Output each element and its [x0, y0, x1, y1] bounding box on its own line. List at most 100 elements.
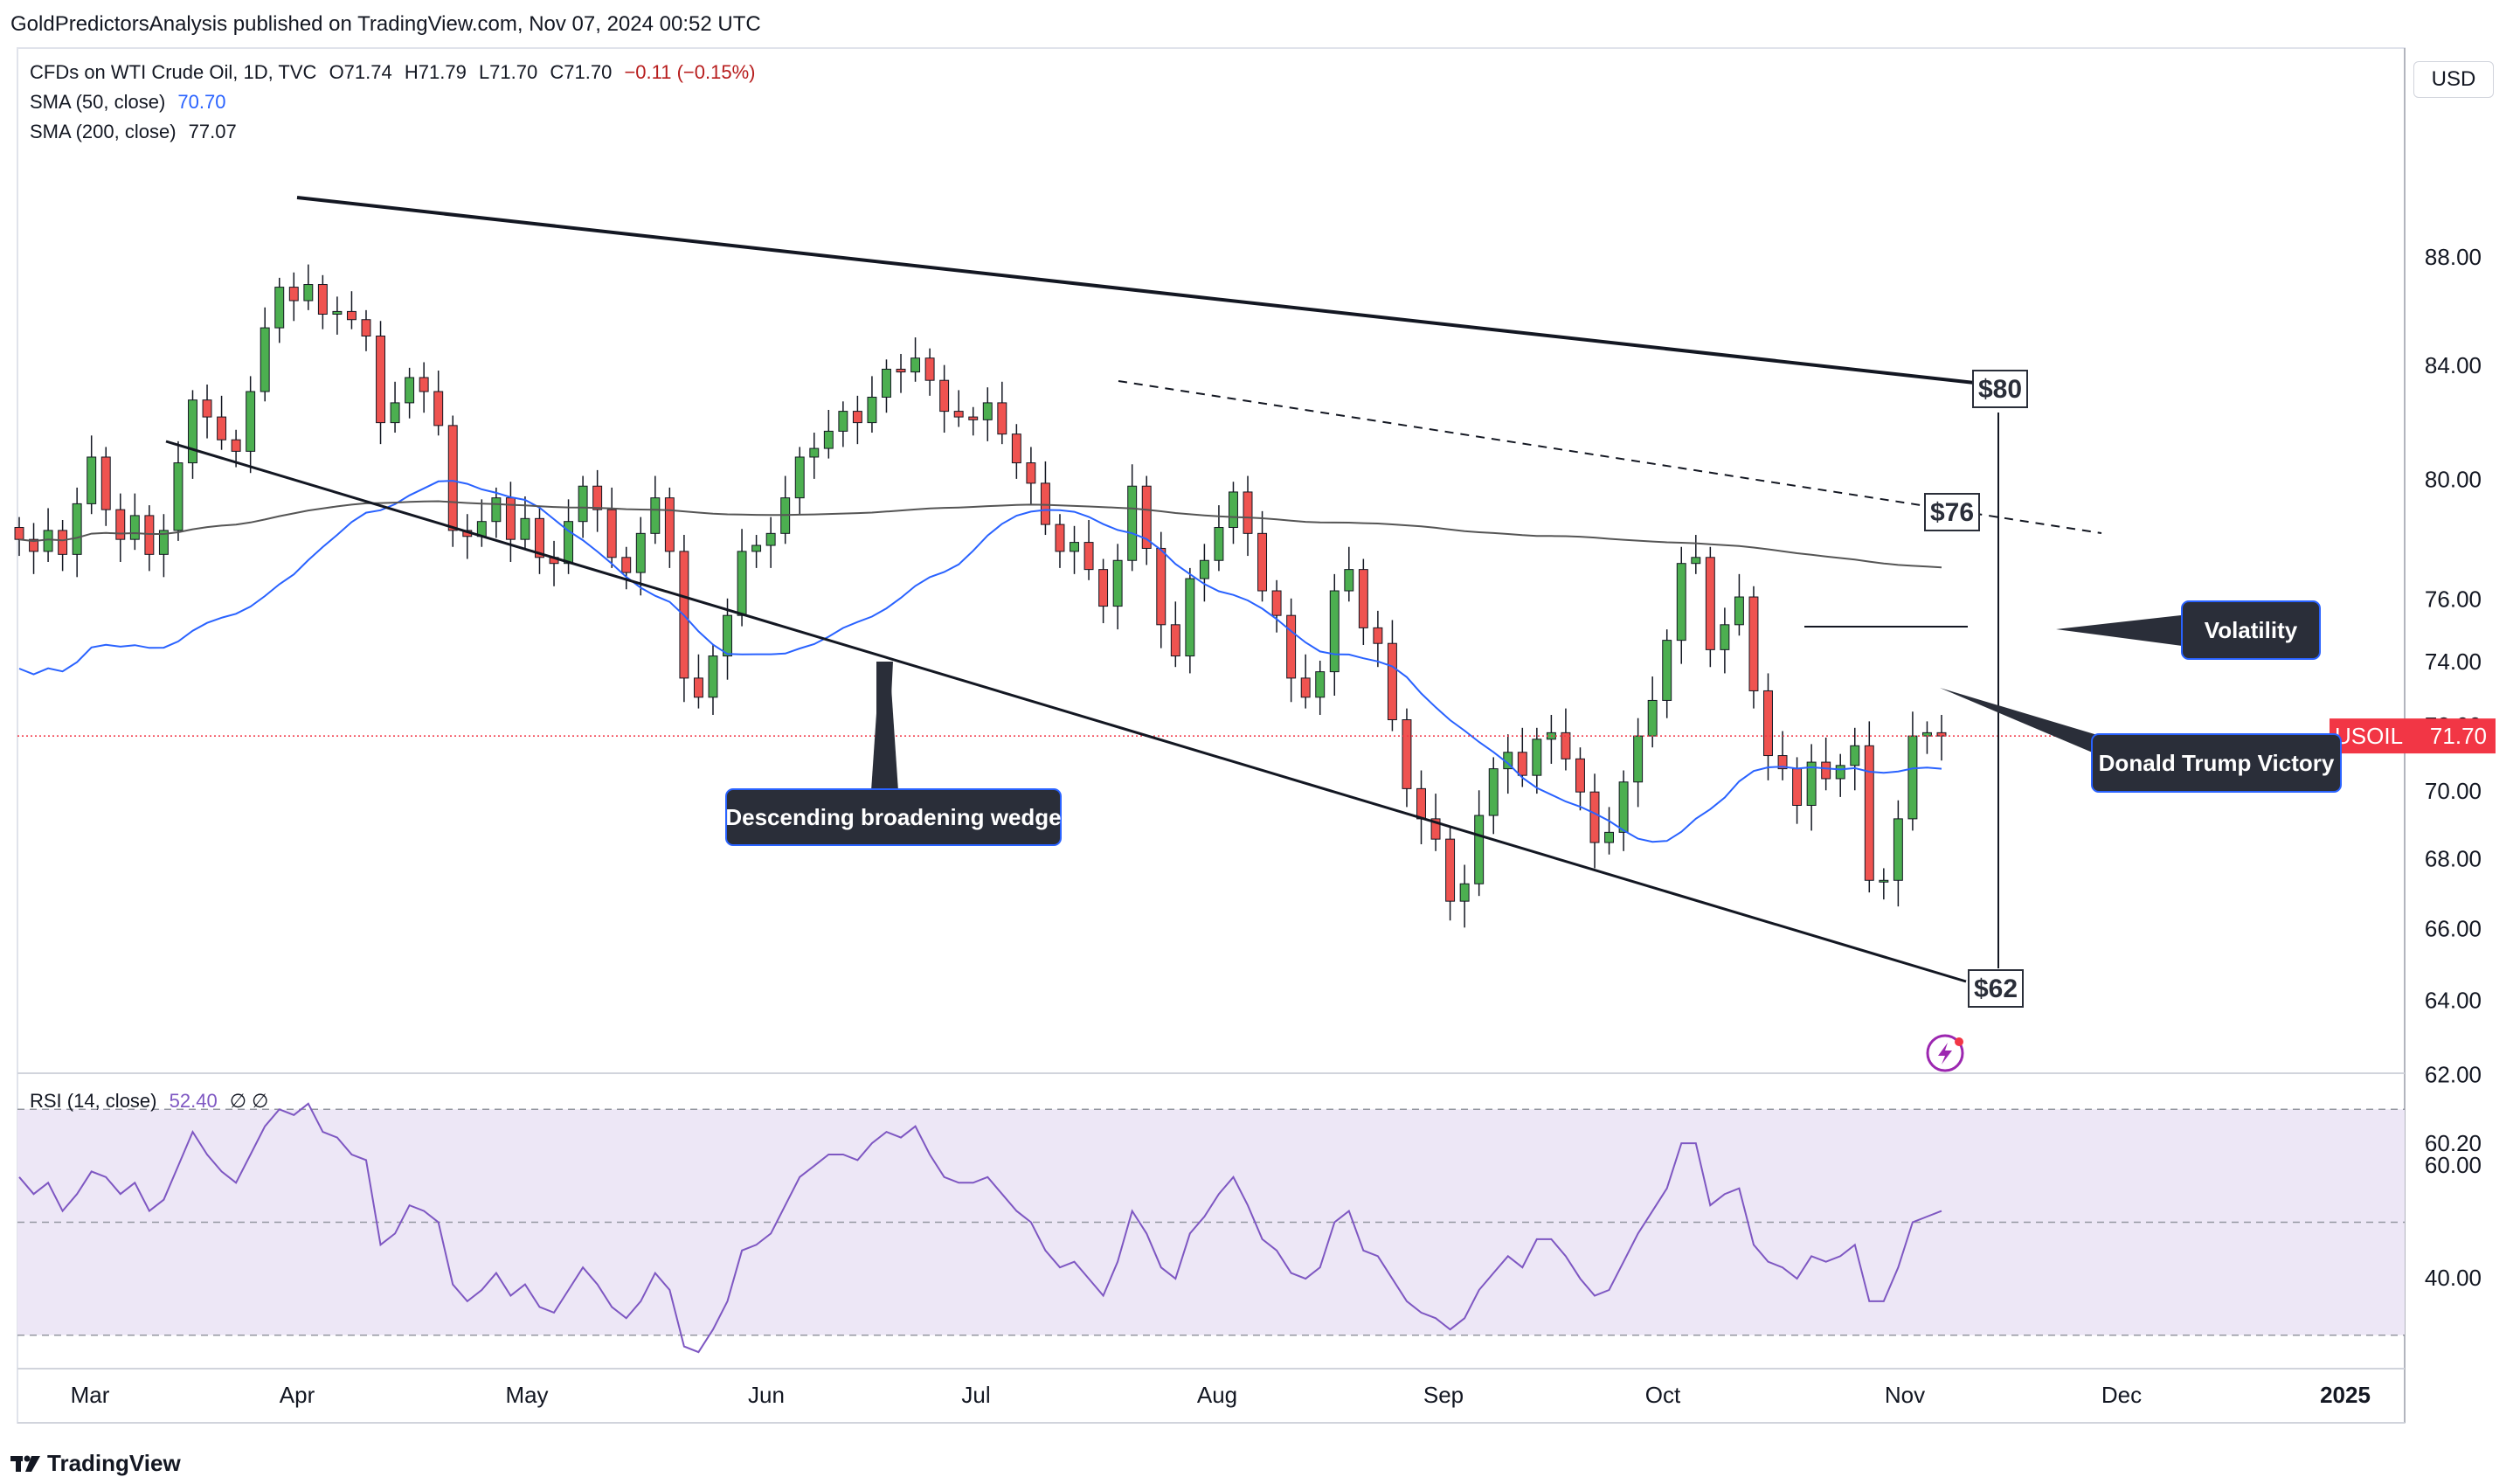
candle-down	[1243, 491, 1253, 534]
events-badge	[1926, 1034, 1964, 1072]
target-80-label: $80	[1978, 375, 2022, 404]
candle	[1691, 535, 1701, 574]
candle-up	[1720, 624, 1730, 650]
sma200-line	[18, 500, 1942, 569]
candle-up	[882, 368, 891, 398]
candle-up	[1893, 818, 1903, 881]
tradingview-logo[interactable]: TradingView	[10, 1450, 181, 1477]
price-tag-symbol: USOIL	[2335, 723, 2403, 749]
candle-down	[1589, 791, 1600, 843]
candle	[1387, 620, 1397, 732]
candle	[217, 395, 227, 450]
candle-down	[1373, 627, 1383, 644]
candle-up	[1474, 815, 1485, 884]
candle-down	[1055, 524, 1065, 552]
rsi-extra: ∅ ∅	[229, 1090, 269, 1112]
candle	[1589, 773, 1600, 869]
candle	[1344, 546, 1354, 602]
candle	[606, 487, 617, 568]
sma200-legend[interactable]: SMA (200, close) 77.07	[30, 121, 237, 143]
candle	[1229, 482, 1238, 544]
candle	[376, 321, 385, 445]
candle-down	[939, 379, 950, 413]
candle-up	[982, 402, 993, 420]
candle	[592, 469, 603, 532]
candle-down	[606, 509, 617, 558]
candle-down	[1156, 547, 1167, 626]
candle-down	[1011, 433, 1021, 464]
time-tick-label: Jul	[961, 1382, 990, 1408]
candle-up	[1199, 559, 1209, 579]
price-tick-label: 84.00	[2425, 352, 2482, 378]
price-tag-value: 71.70	[2430, 723, 2487, 749]
candle	[1792, 757, 1803, 824]
wedge-upper-line	[296, 196, 1991, 386]
candle-up	[1662, 640, 1672, 701]
candle-up	[72, 503, 82, 555]
candle	[58, 520, 68, 572]
candle	[1358, 558, 1368, 645]
candle-up	[158, 530, 169, 555]
candle-up	[390, 402, 400, 424]
candle-up	[332, 310, 343, 316]
candle-up	[1604, 831, 1615, 843]
candle	[809, 433, 820, 479]
sma50-legend[interactable]: SMA (50, close) 70.70	[30, 91, 225, 114]
candle	[910, 337, 921, 382]
currency-button[interactable]: USD	[2413, 61, 2494, 98]
rsi-value: 52.40	[169, 1090, 218, 1112]
rsi-tick-label: 60.00	[2425, 1152, 2482, 1178]
candle	[1748, 586, 1759, 709]
candle	[246, 376, 256, 474]
candle	[491, 487, 502, 538]
candle	[1055, 514, 1065, 568]
candle	[882, 359, 891, 413]
candle-down	[1098, 569, 1109, 607]
wedge-lower-line	[165, 440, 1967, 983]
candle-up	[708, 655, 718, 698]
candle-up	[723, 614, 732, 657]
trump-callout-arrow	[1940, 688, 2103, 753]
candle-up	[491, 497, 502, 523]
candle-up	[303, 284, 314, 302]
candle	[997, 381, 1007, 445]
candle-up	[765, 532, 776, 546]
candle	[621, 546, 632, 590]
candle-down	[202, 399, 212, 418]
candle-down	[1402, 719, 1412, 789]
target-62-label: $62	[1974, 974, 2018, 1003]
sma200-label: SMA (200, close)	[30, 121, 177, 142]
candle	[1835, 753, 1845, 797]
candle	[1488, 757, 1499, 835]
volatility-callout-arrow	[2056, 614, 2189, 647]
candle-down	[1271, 590, 1282, 616]
candle-down	[100, 456, 111, 510]
candle	[1474, 790, 1485, 897]
symbol-legend: CFDs on WTI Crude Oil, 1D, TVC O71.74 H7…	[30, 61, 755, 84]
candle	[535, 508, 544, 574]
time-tick-label: Nov	[1885, 1382, 1925, 1408]
candle-down	[1040, 482, 1050, 525]
candle	[982, 387, 993, 441]
price-tick-label: 88.00	[2425, 244, 2482, 270]
candle	[1879, 868, 1889, 900]
candle-up	[274, 287, 285, 329]
candle-down	[317, 284, 328, 316]
candle	[838, 401, 848, 447]
candle-down	[852, 411, 862, 424]
sma50-label: SMA (50, close)	[30, 91, 166, 113]
candle	[1286, 598, 1297, 703]
candle	[635, 517, 646, 596]
rsi-legend[interactable]: RSI (14, close) 52.40 ∅ ∅	[30, 1090, 268, 1113]
symbol-name: CFDs on WTI Crude Oil, 1D, TVC	[30, 61, 317, 83]
change-value: −0.11 (−0.15%)	[624, 61, 756, 83]
target-62-box	[1968, 969, 2024, 1008]
candle-down	[997, 402, 1007, 435]
candle	[867, 376, 877, 433]
candle	[723, 598, 732, 680]
candle	[505, 482, 516, 562]
candle-up	[1676, 563, 1686, 641]
tradingview-icon	[10, 1455, 40, 1472]
time-tick-label: Jun	[748, 1382, 785, 1408]
